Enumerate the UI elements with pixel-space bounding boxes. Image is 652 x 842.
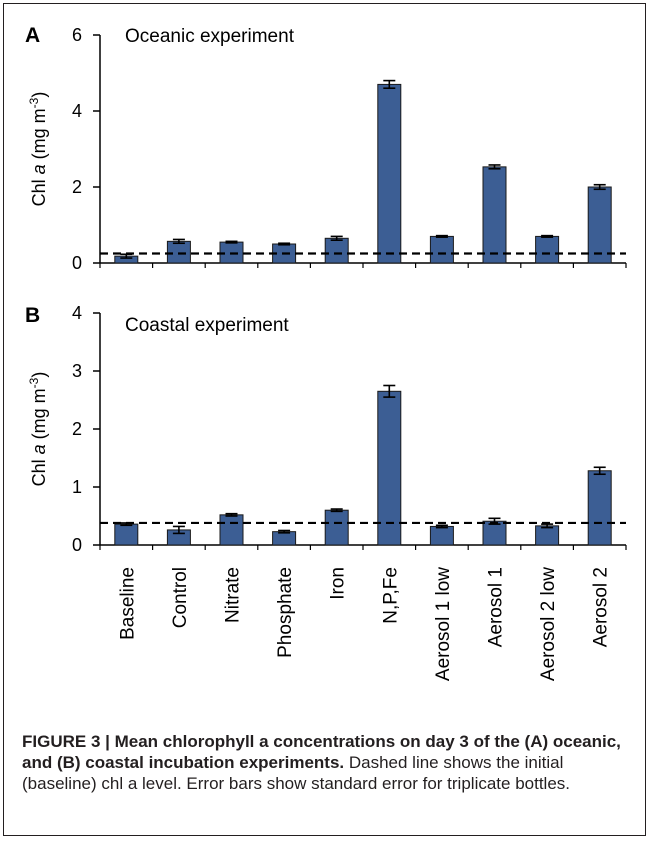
bar-phosphate xyxy=(272,531,297,546)
x-tick-label: N,P,Fe xyxy=(380,567,401,624)
x-tick-label: Nitrate xyxy=(223,567,244,623)
y-tick-label: 4 xyxy=(72,303,82,323)
bar-aerosol-1-low xyxy=(429,235,454,264)
x-tick-label: Phosphate xyxy=(275,567,296,658)
chart-title: Coastal experiment xyxy=(125,315,289,336)
bar-aerosol-2-low xyxy=(535,235,560,264)
x-tick-label: Aerosol 1 xyxy=(486,567,507,647)
y-tick-label: 2 xyxy=(72,177,82,197)
y-tick-label: 1 xyxy=(72,477,82,497)
x-tick-label: Aerosol 1 low xyxy=(433,567,454,681)
figure-caption: FIGURE 3 | Mean chlorophyll a concentrat… xyxy=(22,731,634,794)
caption-bold: FIGURE 3 | Mean chlorophyll a concentrat… xyxy=(22,732,621,772)
y-axis-label: Chl a (mg m-3) xyxy=(27,92,49,207)
figure-frame xyxy=(3,3,646,836)
chart-title: Oceanic experiment xyxy=(125,26,295,47)
x-tick-label: Aerosol 2 low xyxy=(538,567,559,681)
bar-aerosol-2-low xyxy=(535,525,560,546)
bar-control xyxy=(166,240,191,264)
bar-aerosol-1 xyxy=(482,166,507,264)
bar-aerosol-2 xyxy=(587,186,612,264)
x-tick-label: Baseline xyxy=(117,567,138,640)
y-tick-label: 3 xyxy=(72,361,82,381)
y-tick-label: 6 xyxy=(72,25,82,45)
y-tick-label: 0 xyxy=(72,535,82,555)
bar-iron xyxy=(324,237,349,264)
caption-rest: Dashed line shows the initial (baseline)… xyxy=(22,753,571,793)
y-tick-label: 0 xyxy=(72,253,82,273)
bar-iron xyxy=(324,509,349,546)
bar-aerosol-2 xyxy=(587,470,612,546)
panel-label: A xyxy=(25,24,40,47)
bar-n-p-fe xyxy=(377,83,402,264)
panel-b: B Coastal experiment 0 1 2 3 4 Chl a (mg m-3) xyxy=(25,303,627,555)
x-tick-label: Control xyxy=(170,567,191,628)
y-tick-label: 4 xyxy=(72,101,82,121)
x-tick-label: Aerosol 2 xyxy=(591,567,612,647)
y-tick-label: 2 xyxy=(72,419,82,439)
bar-baseline xyxy=(114,523,139,546)
bar-nitrate xyxy=(219,514,244,546)
panel-a: A Oceanic experiment 0 2 4 6 Chl a (mg m-3) xyxy=(25,24,627,273)
bar-aerosol-1-low xyxy=(429,525,454,546)
panel-label: B xyxy=(25,304,40,327)
x-tick-label: Iron xyxy=(328,567,349,600)
y-axis-label: Chl a (mg m-3) xyxy=(27,372,49,487)
